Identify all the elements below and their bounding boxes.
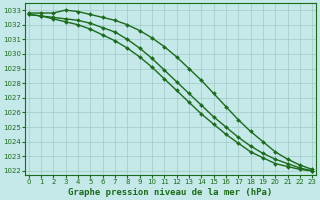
X-axis label: Graphe pression niveau de la mer (hPa): Graphe pression niveau de la mer (hPa) — [68, 188, 273, 197]
